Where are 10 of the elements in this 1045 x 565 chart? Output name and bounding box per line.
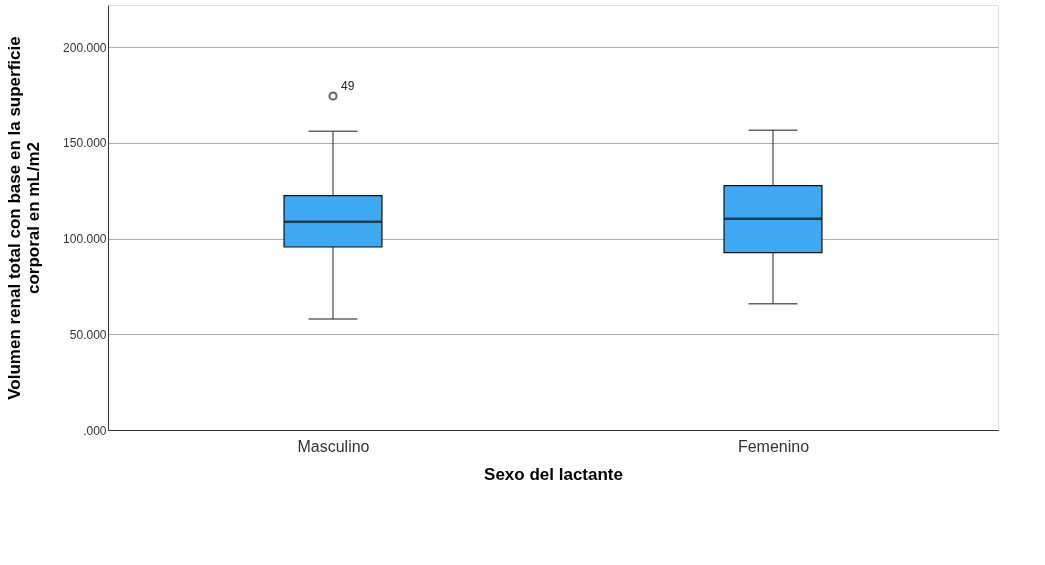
x-tick-label: Masculino bbox=[297, 437, 370, 455]
y-tick-label: 150.000 bbox=[63, 136, 107, 151]
annotation: 49 bbox=[341, 78, 355, 93]
x-tick-label: Femenino bbox=[737, 437, 810, 455]
y-tick-label: 200.000 bbox=[63, 40, 107, 55]
y-tick-label: 50.000 bbox=[69, 327, 107, 342]
y-tick-label: 100.000 bbox=[63, 232, 107, 247]
x-axis-title: Sexo del lactante bbox=[484, 464, 623, 484]
y-axis-title: Volumen renal total con base en la superficie corporal en mL/m2 bbox=[5, 36, 44, 400]
y-tick-label: .000 bbox=[83, 423, 107, 438]
